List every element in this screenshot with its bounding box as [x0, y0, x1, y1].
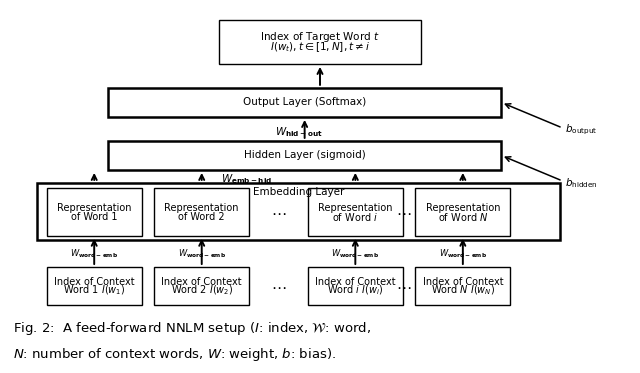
Text: $I(w_t), t \in [1, N], t \neq i$: $I(w_t), t \in [1, N], t \neq i$ — [270, 40, 370, 54]
Text: $W_{\mathbf{word-emb}}$: $W_{\mathbf{word-emb}}$ — [332, 248, 380, 260]
Text: Output Layer (Softmax): Output Layer (Softmax) — [243, 97, 366, 107]
Bar — [308, 267, 403, 305]
Bar — [108, 141, 501, 170]
Bar — [47, 188, 142, 236]
Bar — [154, 267, 250, 305]
Text: of Word 2: of Word 2 — [179, 211, 225, 222]
Text: Index of Target Word $t$: Index of Target Word $t$ — [260, 30, 380, 44]
Text: Index of Context: Index of Context — [161, 277, 242, 287]
Text: $b_{\rm output}$: $b_{\rm output}$ — [564, 123, 597, 137]
Text: Fig. 2:  A feed-forward NNLM setup ($I$: index, $\mathcal{W}$: word,: Fig. 2: A feed-forward NNLM setup ($I$: … — [13, 320, 371, 337]
Bar — [415, 267, 511, 305]
Text: of Word $i$: of Word $i$ — [332, 210, 378, 223]
Text: $W_{\mathbf{word-emb}}$: $W_{\mathbf{word-emb}}$ — [70, 248, 118, 260]
Text: of Word $N$: of Word $N$ — [438, 210, 488, 223]
Text: $W_{\mathbf{word-emb}}$: $W_{\mathbf{word-emb}}$ — [439, 248, 487, 260]
Text: Word $N$ $I(w_N)$: Word $N$ $I(w_N)$ — [431, 284, 495, 297]
Bar — [308, 188, 403, 236]
Text: $b_{\rm hidden}$: $b_{\rm hidden}$ — [564, 176, 597, 190]
Text: Index of Context: Index of Context — [315, 277, 396, 287]
Text: $\cdots$: $\cdots$ — [271, 279, 286, 294]
Text: of Word 1: of Word 1 — [71, 211, 118, 222]
Text: $\cdots$: $\cdots$ — [271, 204, 286, 220]
Text: Index of Context: Index of Context — [54, 277, 134, 287]
Text: $N$: number of context words, $W$: weight, $b$: bias).: $N$: number of context words, $W$: weigh… — [13, 345, 336, 363]
Text: Representation: Representation — [318, 203, 392, 213]
Text: Representation: Representation — [57, 203, 131, 213]
Text: Word $i$ $I(w_i)$: Word $i$ $I(w_i)$ — [327, 284, 383, 297]
Text: $W_{\mathbf{emb-hid}}$: $W_{\mathbf{emb-hid}}$ — [221, 172, 272, 186]
Text: Embedding Layer: Embedding Layer — [253, 186, 344, 197]
Bar — [108, 88, 501, 117]
Bar — [154, 188, 250, 236]
Text: Word 1 $I(w_1)$: Word 1 $I(w_1)$ — [63, 284, 125, 297]
Text: Representation: Representation — [164, 203, 239, 213]
Text: $W_{\mathbf{hid-out}}$: $W_{\mathbf{hid-out}}$ — [275, 125, 323, 139]
Text: Word 2 $I(w_2)$: Word 2 $I(w_2)$ — [170, 284, 233, 297]
Text: Index of Context: Index of Context — [422, 277, 503, 287]
Bar — [415, 188, 511, 236]
Bar — [37, 183, 559, 239]
Text: Representation: Representation — [426, 203, 500, 213]
Bar — [219, 20, 421, 64]
Text: $W_{\mathbf{word-emb}}$: $W_{\mathbf{word-emb}}$ — [178, 248, 226, 260]
Text: $\cdots$: $\cdots$ — [396, 204, 412, 220]
Bar — [47, 267, 142, 305]
Text: $\cdots$: $\cdots$ — [396, 279, 412, 294]
Text: Hidden Layer (sigmoid): Hidden Layer (sigmoid) — [244, 150, 365, 160]
